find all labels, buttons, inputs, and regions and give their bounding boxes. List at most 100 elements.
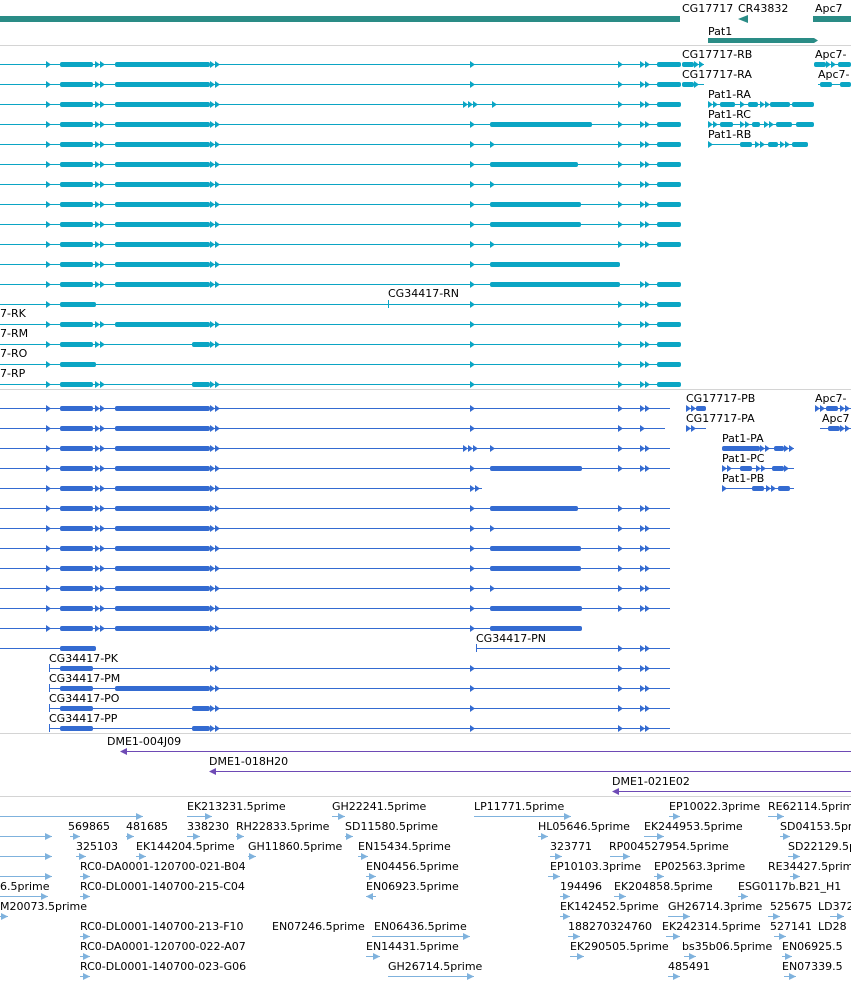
strand-arrow-icon xyxy=(215,281,220,288)
strand-arrow-icon xyxy=(793,853,800,860)
exon-block xyxy=(490,606,582,611)
exon-block xyxy=(115,62,210,67)
strand-arrow-icon xyxy=(215,725,220,732)
strand-arrow-icon xyxy=(127,833,134,840)
strand-arrow-icon xyxy=(640,445,645,452)
strand-arrow-icon xyxy=(100,341,105,348)
strand-arrow-icon xyxy=(100,81,105,88)
exon-block xyxy=(115,446,210,451)
est-label: GH26714.3prime xyxy=(668,900,763,913)
exon-block xyxy=(192,382,210,387)
strand-arrow-icon xyxy=(366,893,373,900)
strand-arrow-icon xyxy=(694,61,699,68)
strand-arrow-icon xyxy=(46,241,51,248)
strand-arrow-icon xyxy=(789,973,796,980)
strand-arrow-icon xyxy=(618,361,623,368)
exon-block xyxy=(60,686,93,691)
strand-arrow-icon xyxy=(46,605,51,612)
exon-block xyxy=(192,706,210,711)
est-label: GH22241.5prime xyxy=(332,800,427,813)
gene-track: CG17717 CR43832 Apc7 Pat1 xyxy=(0,2,851,43)
strand-arrow-icon xyxy=(215,241,220,248)
transcript-label: CG17717-PB xyxy=(686,392,755,405)
gene-bar-Pat1 xyxy=(708,38,814,43)
strand-arrow-icon xyxy=(210,705,215,712)
exon-block xyxy=(60,242,93,247)
strand-arrow-icon xyxy=(95,261,100,268)
strand-arrow-icon xyxy=(640,141,645,148)
strand-arrow-icon xyxy=(618,665,623,672)
strand-arrow-icon xyxy=(826,61,831,68)
strand-arrow-icon xyxy=(209,768,216,775)
strand-arrow-icon xyxy=(470,625,475,632)
exon-block xyxy=(115,102,210,107)
exon-block xyxy=(60,486,93,491)
strand-arrow-icon xyxy=(645,685,650,692)
strand-arrow-icon xyxy=(645,361,650,368)
strand-arrow-icon xyxy=(139,853,146,860)
est-label: EN06436.5prime xyxy=(374,920,467,933)
intron-line xyxy=(0,588,670,589)
strand-arrow-icon xyxy=(46,565,51,572)
exon-block xyxy=(115,202,210,207)
strand-arrow-icon xyxy=(645,201,650,208)
strand-arrow-icon xyxy=(761,465,766,472)
strand-arrow-icon xyxy=(205,813,212,820)
strand-arrow-icon xyxy=(120,748,127,755)
gene-arrow-icon xyxy=(738,15,748,23)
gene-label-Pat1: Pat1 xyxy=(708,25,732,38)
strand-arrow-icon xyxy=(713,121,718,128)
est-label: 324760 xyxy=(610,920,652,933)
strand-arrow-icon xyxy=(760,445,765,452)
strand-arrow-icon xyxy=(46,221,51,228)
strand-arrow-icon xyxy=(490,585,495,592)
strand-arrow-icon xyxy=(210,321,215,328)
strand-arrow-icon xyxy=(46,81,51,88)
exon-block xyxy=(792,102,814,107)
exon-block xyxy=(115,162,210,167)
strand-arrow-icon xyxy=(46,425,51,432)
exon-block xyxy=(115,406,210,411)
strand-arrow-icon xyxy=(470,525,475,532)
transcript-label: CG34417-PM xyxy=(49,672,120,685)
strand-arrow-icon xyxy=(470,605,475,612)
strand-arrow-icon xyxy=(640,685,645,692)
strand-arrow-icon xyxy=(237,833,244,840)
strand-arrow-icon xyxy=(618,381,623,388)
exon-block xyxy=(115,242,210,247)
exon-block xyxy=(60,282,93,287)
strand-arrow-icon xyxy=(215,221,220,228)
strand-arrow-icon xyxy=(470,321,475,328)
strand-arrow-icon xyxy=(691,425,696,432)
strand-arrow-icon xyxy=(640,585,645,592)
est-label: EN06925.5 xyxy=(782,940,843,953)
intron-line xyxy=(0,244,681,245)
exon-block xyxy=(657,142,681,147)
strand-arrow-icon xyxy=(470,361,475,368)
exon-block xyxy=(60,142,93,147)
exon-block xyxy=(682,62,694,67)
exon-block xyxy=(490,122,592,127)
strand-arrow-icon xyxy=(490,181,495,188)
exon-block xyxy=(60,82,93,87)
strand-arrow-icon xyxy=(618,301,623,308)
strand-arrow-icon xyxy=(463,445,468,452)
exon-block xyxy=(60,586,93,591)
exon-block xyxy=(60,466,93,471)
strand-arrow-icon xyxy=(470,161,475,168)
strand-arrow-icon xyxy=(845,405,850,412)
track-separator xyxy=(0,45,851,46)
track-separator xyxy=(0,389,851,390)
transcript-label: Pat1-RA xyxy=(708,88,751,101)
strand-arrow-icon xyxy=(618,321,623,328)
strand-arrow-icon xyxy=(210,565,215,572)
strand-arrow-icon xyxy=(490,141,495,148)
est-label: ESG0117b.B21_H1 xyxy=(738,880,841,893)
exon-block xyxy=(115,182,210,187)
strand-arrow-icon xyxy=(640,341,645,348)
strand-arrow-icon xyxy=(492,101,497,108)
strand-arrow-icon xyxy=(618,525,623,532)
exon-block xyxy=(115,486,210,491)
strand-arrow-icon xyxy=(470,705,475,712)
transcript-label: Apc7- xyxy=(815,48,847,61)
